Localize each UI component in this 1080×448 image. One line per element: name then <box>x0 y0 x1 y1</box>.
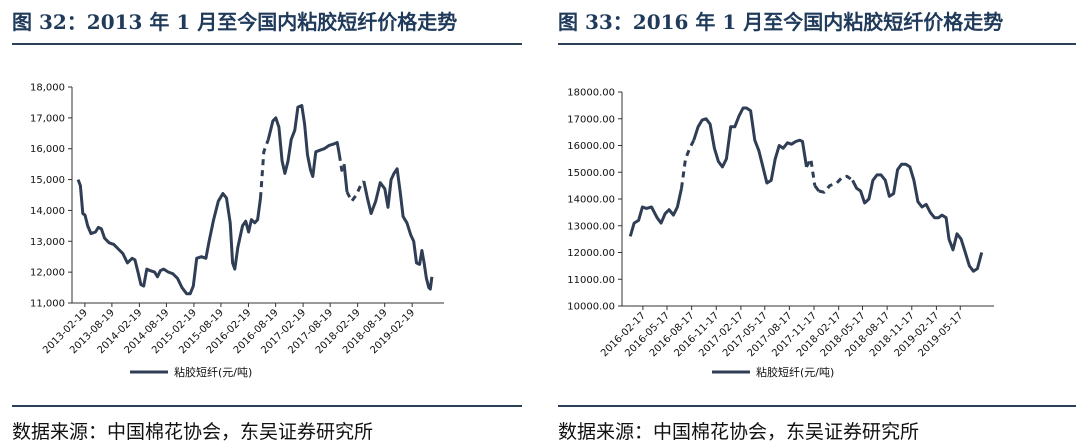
data-source-note: 数据来源：中国棉花协会，东吴证券研究所 <box>558 421 920 443</box>
legend-label: 粘胶短纤(元/吨) <box>756 365 834 379</box>
series-line <box>266 104 341 178</box>
y-tick-label: 15,000 <box>30 175 65 186</box>
series-line <box>76 179 262 296</box>
y-tick-label: 18,000 <box>30 83 65 94</box>
y-tick-label: 11000.00 <box>567 275 615 286</box>
series-line <box>628 187 683 237</box>
y-tick-label: 18000.00 <box>567 88 615 99</box>
y-tick-label: 17000.00 <box>567 114 615 125</box>
y-tick-label: 16,000 <box>30 144 65 155</box>
line-chart-viscose-2013: 11,000 12,000 13,000 14,000 15,000 16,000 17,0… <box>30 83 444 379</box>
y-tick-label: 15000.00 <box>567 168 615 179</box>
y-tick-label: 16000.00 <box>567 141 615 152</box>
source-rule <box>558 405 1076 407</box>
series-line-dashed <box>805 157 817 186</box>
y-tick-label: 13000.00 <box>567 221 615 232</box>
chart-panel-right: 图 33：2016 年 1 月至今国内粘胶短纤价格走势 10000.00 1100… <box>546 0 1076 448</box>
y-tick-label: 17,000 <box>30 113 65 124</box>
series-line-dashed <box>680 139 696 189</box>
series-line-dashed <box>259 138 270 199</box>
y-tick-label: 10000.00 <box>567 302 615 313</box>
figure-title: 图 33：2016 年 1 月至今国内粘胶短纤价格走势 <box>558 10 1004 34</box>
title-rule <box>12 43 522 45</box>
y-tick-label: 14000.00 <box>567 195 615 206</box>
legend-label: 粘胶短纤(元/吨) <box>174 365 252 379</box>
series-line-dashed <box>337 154 346 172</box>
source-rule <box>12 405 522 407</box>
y-tick-label: 12000.00 <box>567 248 615 259</box>
y-tick-label: 14,000 <box>30 206 65 217</box>
series-line <box>813 184 821 192</box>
y-tick-label: 11,000 <box>30 299 65 310</box>
series-line-dashed <box>345 180 366 203</box>
series-line <box>342 163 349 193</box>
figure-title: 图 32：2013 年 1 月至今国内粘胶短纤价格走势 <box>12 10 458 34</box>
series-line <box>851 162 984 273</box>
chart-panel-left: 图 32：2013 年 1 月至今国内粘胶短纤价格走势 11,000 12,000… <box>0 0 522 448</box>
title-rule <box>558 43 1076 45</box>
series-line-dashed <box>818 174 854 194</box>
line-chart-viscose-2016: 10000.00 11000.00 12000.00 13000.00 14000.00… <box>567 88 994 379</box>
data-source-note: 数据来源：中国棉花协会，东吴证券研究所 <box>12 421 374 443</box>
series-line <box>692 106 808 185</box>
y-tick-label: 12,000 <box>30 268 65 279</box>
y-tick-label: 13,000 <box>30 237 65 248</box>
series-line <box>362 167 434 291</box>
